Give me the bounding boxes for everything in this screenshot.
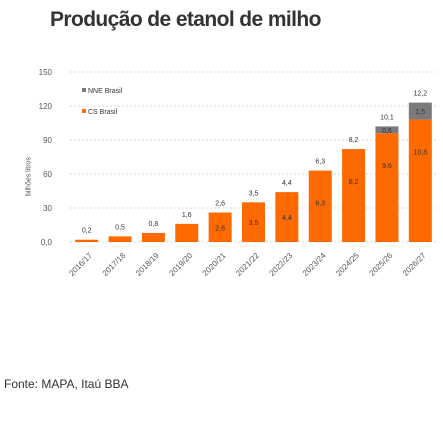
data-label-total: 6,3: [315, 159, 325, 166]
data-label-total: 4,4: [282, 180, 292, 187]
x-tick-label: 2018/19: [134, 251, 161, 278]
x-tick-label: 2019/20: [167, 251, 194, 278]
bar-nne-2025/26: [375, 126, 399, 134]
x-tick-label: 2020/21: [201, 251, 228, 278]
x-tick-label: 2022/23: [267, 251, 294, 278]
data-label-total: 2,6: [215, 201, 225, 208]
data-label-nne: 0,6: [382, 128, 392, 135]
axis-ticks: 0,0 30 60 90 120 150 2016/17 2017/18 2018/19 2019…: [39, 68, 428, 278]
legend-label: NNE Brasil: [88, 88, 123, 95]
x-tick-label: 2017/18: [101, 251, 128, 278]
bar-cs-2020/21: [208, 212, 232, 242]
data-label-total: 10,1: [380, 114, 394, 121]
bar-cs-2024/25: [342, 149, 366, 242]
y-tick-label: 150: [39, 68, 53, 77]
legend-swatch: [82, 88, 86, 92]
data-label-total: 0,5: [115, 224, 125, 231]
data-label-cs: 2,6: [215, 225, 225, 232]
x-tick-label: 2026/27: [401, 251, 428, 278]
x-tick-label: 2024/25: [334, 251, 361, 278]
source-note: Fonte: MAPA, Itaú BBA: [4, 377, 129, 391]
bar-cs-2025/26: [375, 133, 399, 242]
data-label-nne: 1,5: [415, 109, 425, 116]
chart-title: Produção de etanol de milho: [50, 8, 321, 31]
data-label-cs: 3,5: [249, 220, 259, 227]
chart: 0,2 0,5 0,8 1,6 2,6 2,6 3,5 3,5 4,4 4,4 6,3 6,3 8,2 8…: [39, 68, 437, 278]
data-label-cs: 10,8: [414, 150, 428, 157]
data-label-cs: 4,4: [282, 215, 292, 222]
bar-nne-2026/27: [408, 102, 432, 120]
bar-cs-2018/19: [141, 232, 165, 242]
bar-cs-2021/22: [242, 202, 265, 242]
data-labels: 0,2 0,5 0,8 1,6 2,6 2,6 3,5 3,5 4,4 4,4 6,3 6,3 8,2 8…: [82, 91, 427, 235]
x-tick-label: 2023/24: [301, 251, 328, 278]
data-label-total: 1,6: [182, 212, 192, 219]
data-label-cs: 8,2: [349, 179, 359, 186]
bar-cs-2016/17: [75, 239, 99, 242]
y-tick-label: 0,0: [41, 238, 53, 247]
data-label-total: 8,2: [349, 137, 359, 144]
data-label-cs: 9,6: [382, 163, 392, 170]
legend: NNE Brasil CS Brasil: [82, 88, 123, 116]
x-tick-label: 2016/17: [67, 251, 94, 278]
y-tick-label: 30: [43, 204, 52, 213]
bar-cs-2019/20: [175, 223, 199, 242]
legend-label: CS Brasil: [88, 109, 118, 116]
data-label-total: 12,2: [414, 91, 428, 98]
legend-swatch: [82, 109, 86, 113]
y-tick-label: 120: [39, 102, 53, 111]
bar-cs-2023/24: [308, 170, 332, 242]
data-label-total: 0,2: [82, 228, 92, 235]
data-label-total: 0,8: [149, 221, 159, 228]
bar-cs-2026/27: [408, 119, 432, 242]
y-tick-label: 90: [43, 136, 52, 145]
y-tick-label: 60: [43, 170, 52, 179]
bar-cs-2017/18: [108, 236, 132, 242]
data-label-total: 3,5: [249, 190, 259, 197]
bar-cs-2022/23: [275, 192, 299, 242]
x-tick-label: 2021/22: [234, 251, 261, 278]
data-label-cs: 6,3: [315, 201, 325, 208]
bars: [75, 102, 432, 242]
x-tick-label: 2025/26: [368, 251, 395, 278]
